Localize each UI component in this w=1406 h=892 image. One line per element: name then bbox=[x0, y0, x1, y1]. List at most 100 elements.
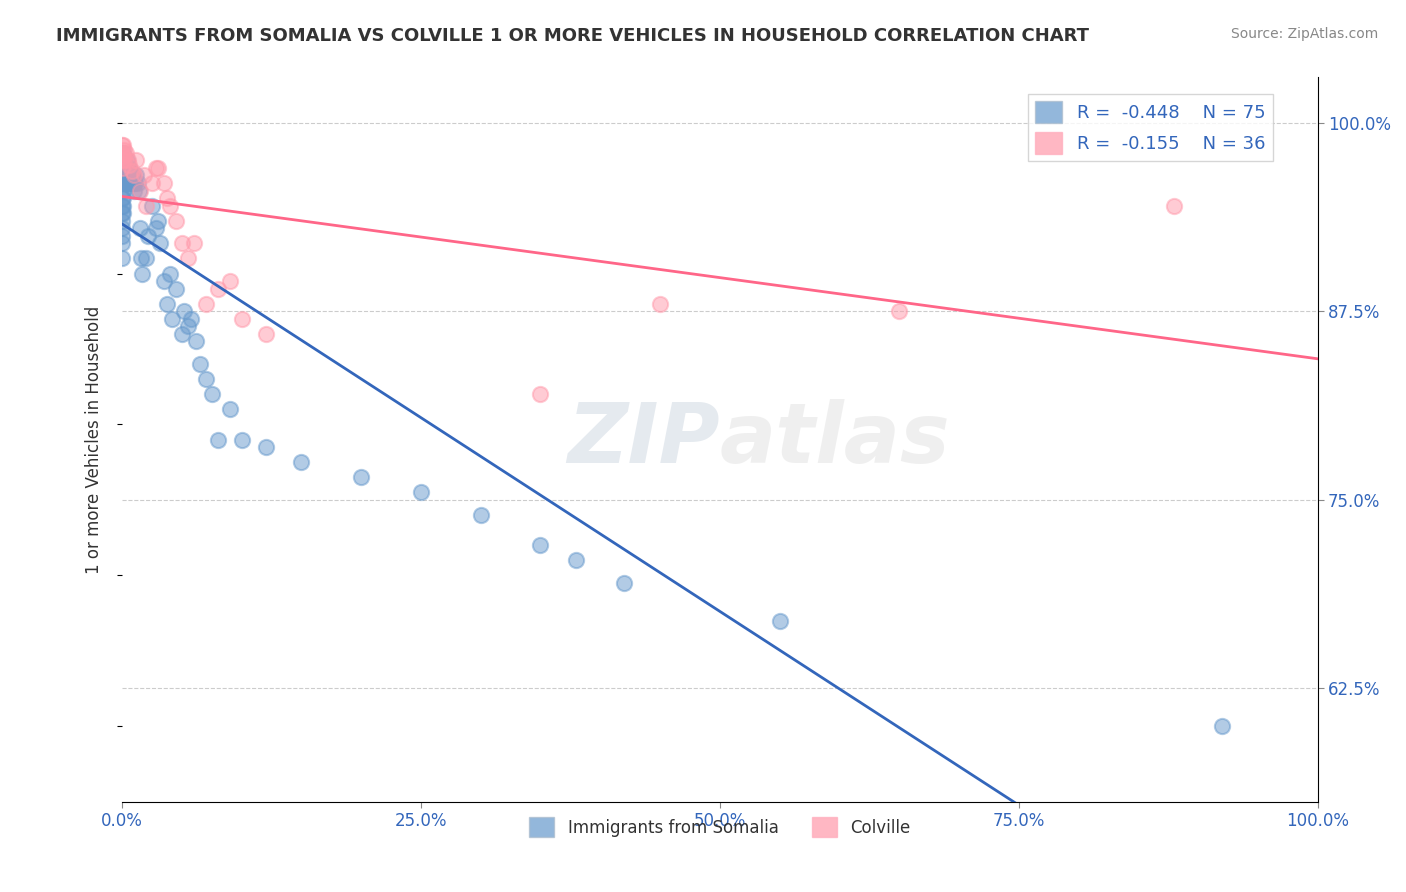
Point bbox=[114, 153, 136, 168]
Point bbox=[409, 485, 432, 500]
Point bbox=[565, 553, 588, 567]
Point bbox=[112, 138, 135, 153]
Point bbox=[112, 145, 135, 160]
Point bbox=[183, 236, 205, 251]
Point bbox=[111, 199, 134, 213]
Point bbox=[177, 252, 200, 266]
Point bbox=[153, 176, 176, 190]
Point bbox=[201, 387, 224, 401]
Point bbox=[118, 161, 141, 175]
Point bbox=[114, 153, 136, 168]
Point bbox=[1163, 199, 1185, 213]
Point bbox=[146, 161, 169, 175]
Point bbox=[114, 169, 136, 183]
Point bbox=[188, 357, 211, 371]
Point bbox=[529, 387, 551, 401]
Point bbox=[114, 176, 136, 190]
Point bbox=[156, 297, 179, 311]
Point bbox=[111, 191, 134, 205]
Text: ZIP: ZIP bbox=[567, 399, 720, 480]
Point bbox=[177, 319, 200, 334]
Point bbox=[125, 169, 148, 183]
Point bbox=[170, 236, 193, 251]
Point bbox=[122, 176, 145, 190]
Point bbox=[165, 282, 187, 296]
Point bbox=[122, 184, 145, 198]
Point bbox=[146, 213, 169, 227]
Point bbox=[111, 213, 134, 227]
Point bbox=[112, 199, 135, 213]
Point bbox=[112, 161, 135, 175]
Point bbox=[117, 153, 139, 168]
Y-axis label: 1 or more Vehicles in Household: 1 or more Vehicles in Household bbox=[86, 305, 103, 574]
Point bbox=[112, 206, 135, 220]
Point bbox=[117, 161, 139, 175]
Point bbox=[111, 161, 134, 175]
Point bbox=[111, 138, 134, 153]
Point bbox=[112, 176, 135, 190]
Point bbox=[186, 334, 208, 349]
Point bbox=[114, 169, 136, 183]
Point bbox=[141, 176, 163, 190]
Point bbox=[132, 169, 155, 183]
Point bbox=[145, 161, 167, 175]
Point bbox=[111, 221, 134, 235]
Point bbox=[129, 184, 152, 198]
Point bbox=[145, 221, 167, 235]
Point bbox=[111, 236, 134, 251]
Point bbox=[120, 169, 142, 183]
Point bbox=[118, 176, 141, 190]
Point bbox=[231, 433, 253, 447]
Point bbox=[159, 267, 181, 281]
Point bbox=[128, 184, 150, 198]
Point bbox=[254, 326, 277, 341]
Point bbox=[121, 169, 143, 183]
Point bbox=[117, 169, 139, 183]
Point bbox=[254, 440, 277, 454]
Point bbox=[111, 228, 134, 243]
Point bbox=[170, 326, 193, 341]
Point bbox=[111, 161, 134, 175]
Point bbox=[613, 575, 636, 590]
Point bbox=[207, 282, 229, 296]
Point bbox=[114, 176, 136, 190]
Point bbox=[194, 372, 217, 386]
Point bbox=[1211, 719, 1233, 733]
Point bbox=[121, 164, 143, 178]
Point bbox=[648, 297, 671, 311]
Point bbox=[114, 143, 136, 157]
Point bbox=[135, 199, 157, 213]
Point bbox=[889, 304, 911, 318]
Point bbox=[112, 149, 135, 163]
Point bbox=[131, 267, 153, 281]
Point bbox=[138, 228, 160, 243]
Point bbox=[153, 274, 176, 288]
Point bbox=[127, 176, 149, 190]
Point bbox=[115, 176, 138, 190]
Point bbox=[114, 145, 136, 160]
Point bbox=[114, 161, 136, 175]
Point bbox=[114, 161, 136, 175]
Text: atlas: atlas bbox=[720, 399, 950, 480]
Text: Source: ZipAtlas.com: Source: ZipAtlas.com bbox=[1230, 27, 1378, 41]
Point bbox=[529, 538, 551, 552]
Point bbox=[207, 433, 229, 447]
Point bbox=[159, 199, 181, 213]
Point bbox=[111, 206, 134, 220]
Point bbox=[122, 169, 145, 183]
Point bbox=[768, 614, 790, 628]
Point bbox=[149, 236, 172, 251]
Point bbox=[129, 252, 152, 266]
Point bbox=[112, 184, 135, 198]
Point bbox=[156, 191, 179, 205]
Point bbox=[121, 169, 143, 183]
Point bbox=[231, 311, 253, 326]
Point bbox=[111, 176, 134, 190]
Point bbox=[218, 274, 240, 288]
Point bbox=[165, 213, 187, 227]
Point bbox=[118, 158, 141, 172]
Point bbox=[141, 199, 163, 213]
Point bbox=[194, 297, 217, 311]
Point bbox=[350, 470, 373, 484]
Legend: Immigrants from Somalia, Colville: Immigrants from Somalia, Colville bbox=[523, 810, 917, 844]
